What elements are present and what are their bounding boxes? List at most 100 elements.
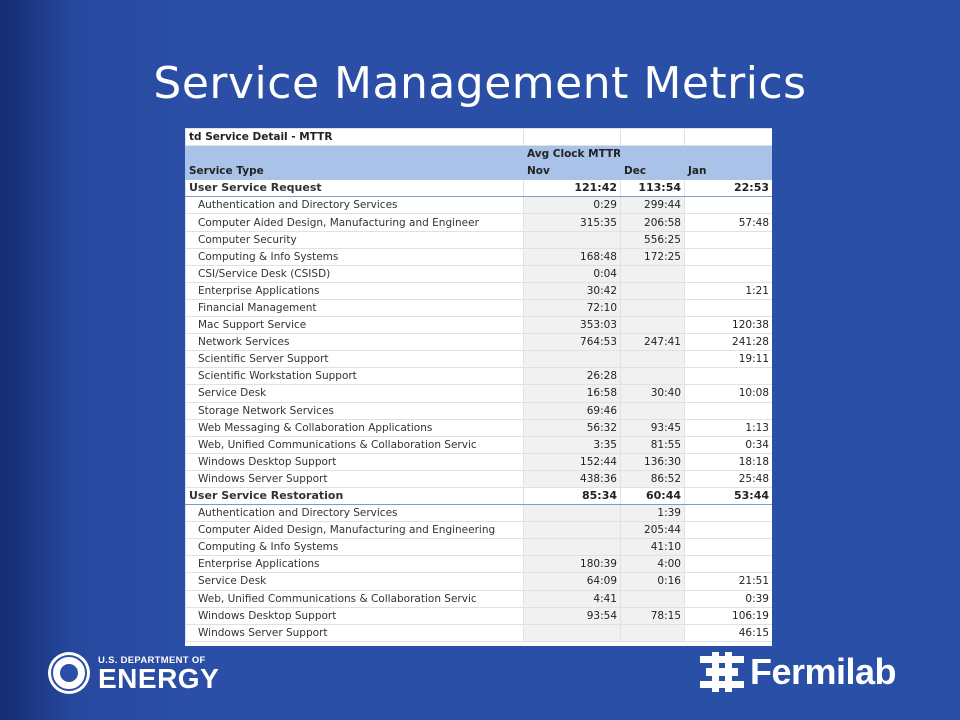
mttr-value: 241:28 (684, 333, 772, 352)
service-name: Windows Desktop Support (185, 452, 524, 471)
mttr-value: 93:45 (620, 418, 685, 437)
group-row: User Service Restoration 85:34 60:44 53:44 (185, 486, 772, 506)
mttr-value: 1:21 (684, 281, 772, 300)
mttr-value: 315:35 (523, 213, 621, 232)
doe-seal-icon (48, 652, 90, 694)
table-row: Computer Aided Design, Manufacturing and… (185, 213, 772, 232)
mttr-value: 0:34 (684, 435, 772, 454)
service-name: Windows Desktop Support (185, 606, 524, 625)
header-month-jan: Jan (684, 162, 772, 181)
group-total: 53:44 (684, 486, 772, 506)
mttr-value: 78:15 (620, 606, 685, 625)
mttr-value: 299:44 (620, 196, 685, 215)
mttr-value: 18:18 (684, 452, 772, 471)
left-edge-decoration (0, 0, 120, 720)
mttr-value: 205:44 (620, 521, 685, 540)
table-row: Storage Network Services 69:46 (185, 401, 772, 420)
mttr-value: 438:36 (523, 469, 621, 488)
mttr-value: 25:48 (684, 469, 772, 488)
mttr-value: 556:25 (620, 230, 685, 249)
mttr-table: td Service Detail - MTTR Avg Clock MTTR … (185, 128, 772, 642)
mttr-value: 764:53 (523, 333, 621, 352)
mttr-value (620, 367, 685, 386)
mttr-value: 4:41 (523, 589, 621, 608)
service-name: Network Services (185, 333, 524, 352)
mttr-value: 152:44 (523, 452, 621, 471)
table-row: Web Messaging & Collaboration Applicatio… (185, 418, 772, 437)
table-row: Computing & Info Systems 168:48 172:25 (185, 247, 772, 266)
mttr-value: 120:38 (684, 316, 772, 335)
mttr-value: 86:52 (620, 469, 685, 488)
mttr-value: 247:41 (620, 333, 685, 352)
mttr-value (684, 367, 772, 386)
mttr-value: 56:32 (523, 418, 621, 437)
table-row: Authentication and Directory Services 0:2… (185, 196, 772, 215)
service-name: Storage Network Services (185, 401, 524, 420)
service-name: Computing & Info Systems (185, 247, 524, 266)
service-name: Enterprise Applications (185, 281, 524, 300)
service-name: Enterprise Applications (185, 555, 524, 574)
service-name: Scientific Server Support (185, 350, 524, 369)
table-row: Computing & Info Systems 41:10 (185, 538, 772, 557)
mttr-value (684, 521, 772, 540)
mttr-value (620, 623, 685, 642)
service-name: Windows Server Support (185, 469, 524, 488)
mttr-value: 93:54 (523, 606, 621, 625)
mttr-value: 19:11 (684, 350, 772, 369)
mttr-value (684, 504, 772, 523)
mttr-value: 41:10 (620, 538, 685, 557)
service-name: Authentication and Directory Services (185, 504, 524, 523)
mttr-value (684, 401, 772, 420)
mttr-value (684, 264, 772, 283)
table-title: td Service Detail - MTTR (185, 128, 524, 147)
table-row: CSI/Service Desk (CSISD) 0:04 (185, 264, 772, 283)
mttr-value: 168:48 (523, 247, 621, 266)
table-row: Service Desk 64:09 0:16 21:51 (185, 572, 772, 591)
mttr-value (684, 538, 772, 557)
fermilab-mark-icon (700, 652, 744, 692)
table-row: Authentication and Directory Services 1:3… (185, 504, 772, 523)
mttr-spreadsheet: td Service Detail - MTTR Avg Clock MTTR … (185, 128, 772, 646)
mttr-value (684, 230, 772, 249)
group-name: User Service Request (185, 179, 524, 198)
doe-logo-line1: U.S. DEPARTMENT OF (98, 654, 206, 666)
mttr-value (523, 504, 621, 523)
table-row: Mac Support Service 353:03 120:38 (185, 316, 772, 335)
table-row: Web, Unified Communications & Collaborat… (185, 435, 772, 454)
fermilab-logo: Fermilab (700, 650, 897, 694)
table-row: Network Services 764:53 247:41 241:28 (185, 333, 772, 352)
mttr-value (523, 623, 621, 642)
service-name: Windows Server Support (185, 623, 524, 642)
service-name: Service Desk (185, 572, 524, 591)
mttr-value: 180:39 (523, 555, 621, 574)
mttr-value (620, 281, 685, 300)
service-name: Web, Unified Communications & Collaborat… (185, 435, 524, 454)
service-name: Mac Support Service (185, 316, 524, 335)
header-row-metric: Avg Clock MTTR (185, 145, 772, 164)
table-row: Service Desk 16:58 30:40 10:08 (185, 384, 772, 403)
doe-logo-line2: ENERGY (98, 662, 220, 694)
service-name: Web, Unified Communications & Collaborat… (185, 589, 524, 608)
mttr-value: 0:16 (620, 572, 685, 591)
mttr-value (523, 538, 621, 557)
header-month-dec: Dec (620, 162, 685, 181)
mttr-value: 30:42 (523, 281, 621, 300)
slide-title: Service Management Metrics (153, 58, 807, 109)
mttr-value: 81:55 (620, 435, 685, 454)
mttr-value: 26:28 (523, 367, 621, 386)
mttr-value: 1:13 (684, 418, 772, 437)
mttr-value: 72:10 (523, 298, 621, 318)
mttr-value: 106:19 (684, 606, 772, 625)
fermilab-wordmark: Fermilab (750, 651, 897, 692)
table-row: Web, Unified Communications & Collaborat… (185, 589, 772, 608)
table-row: Windows Desktop Support 152:44 136:30 18:18 (185, 452, 772, 471)
group-total: 113:54 (620, 179, 685, 198)
mttr-value (620, 589, 685, 608)
mttr-value: 0:39 (684, 589, 772, 608)
header-metric: Avg Clock MTTR (523, 145, 621, 164)
mttr-value: 172:25 (620, 247, 685, 266)
mttr-value (684, 555, 772, 574)
mttr-value (620, 264, 685, 283)
table-row: Windows Server Support 438:36 86:52 25:48 (185, 469, 772, 488)
mttr-value: 30:40 (620, 384, 685, 403)
